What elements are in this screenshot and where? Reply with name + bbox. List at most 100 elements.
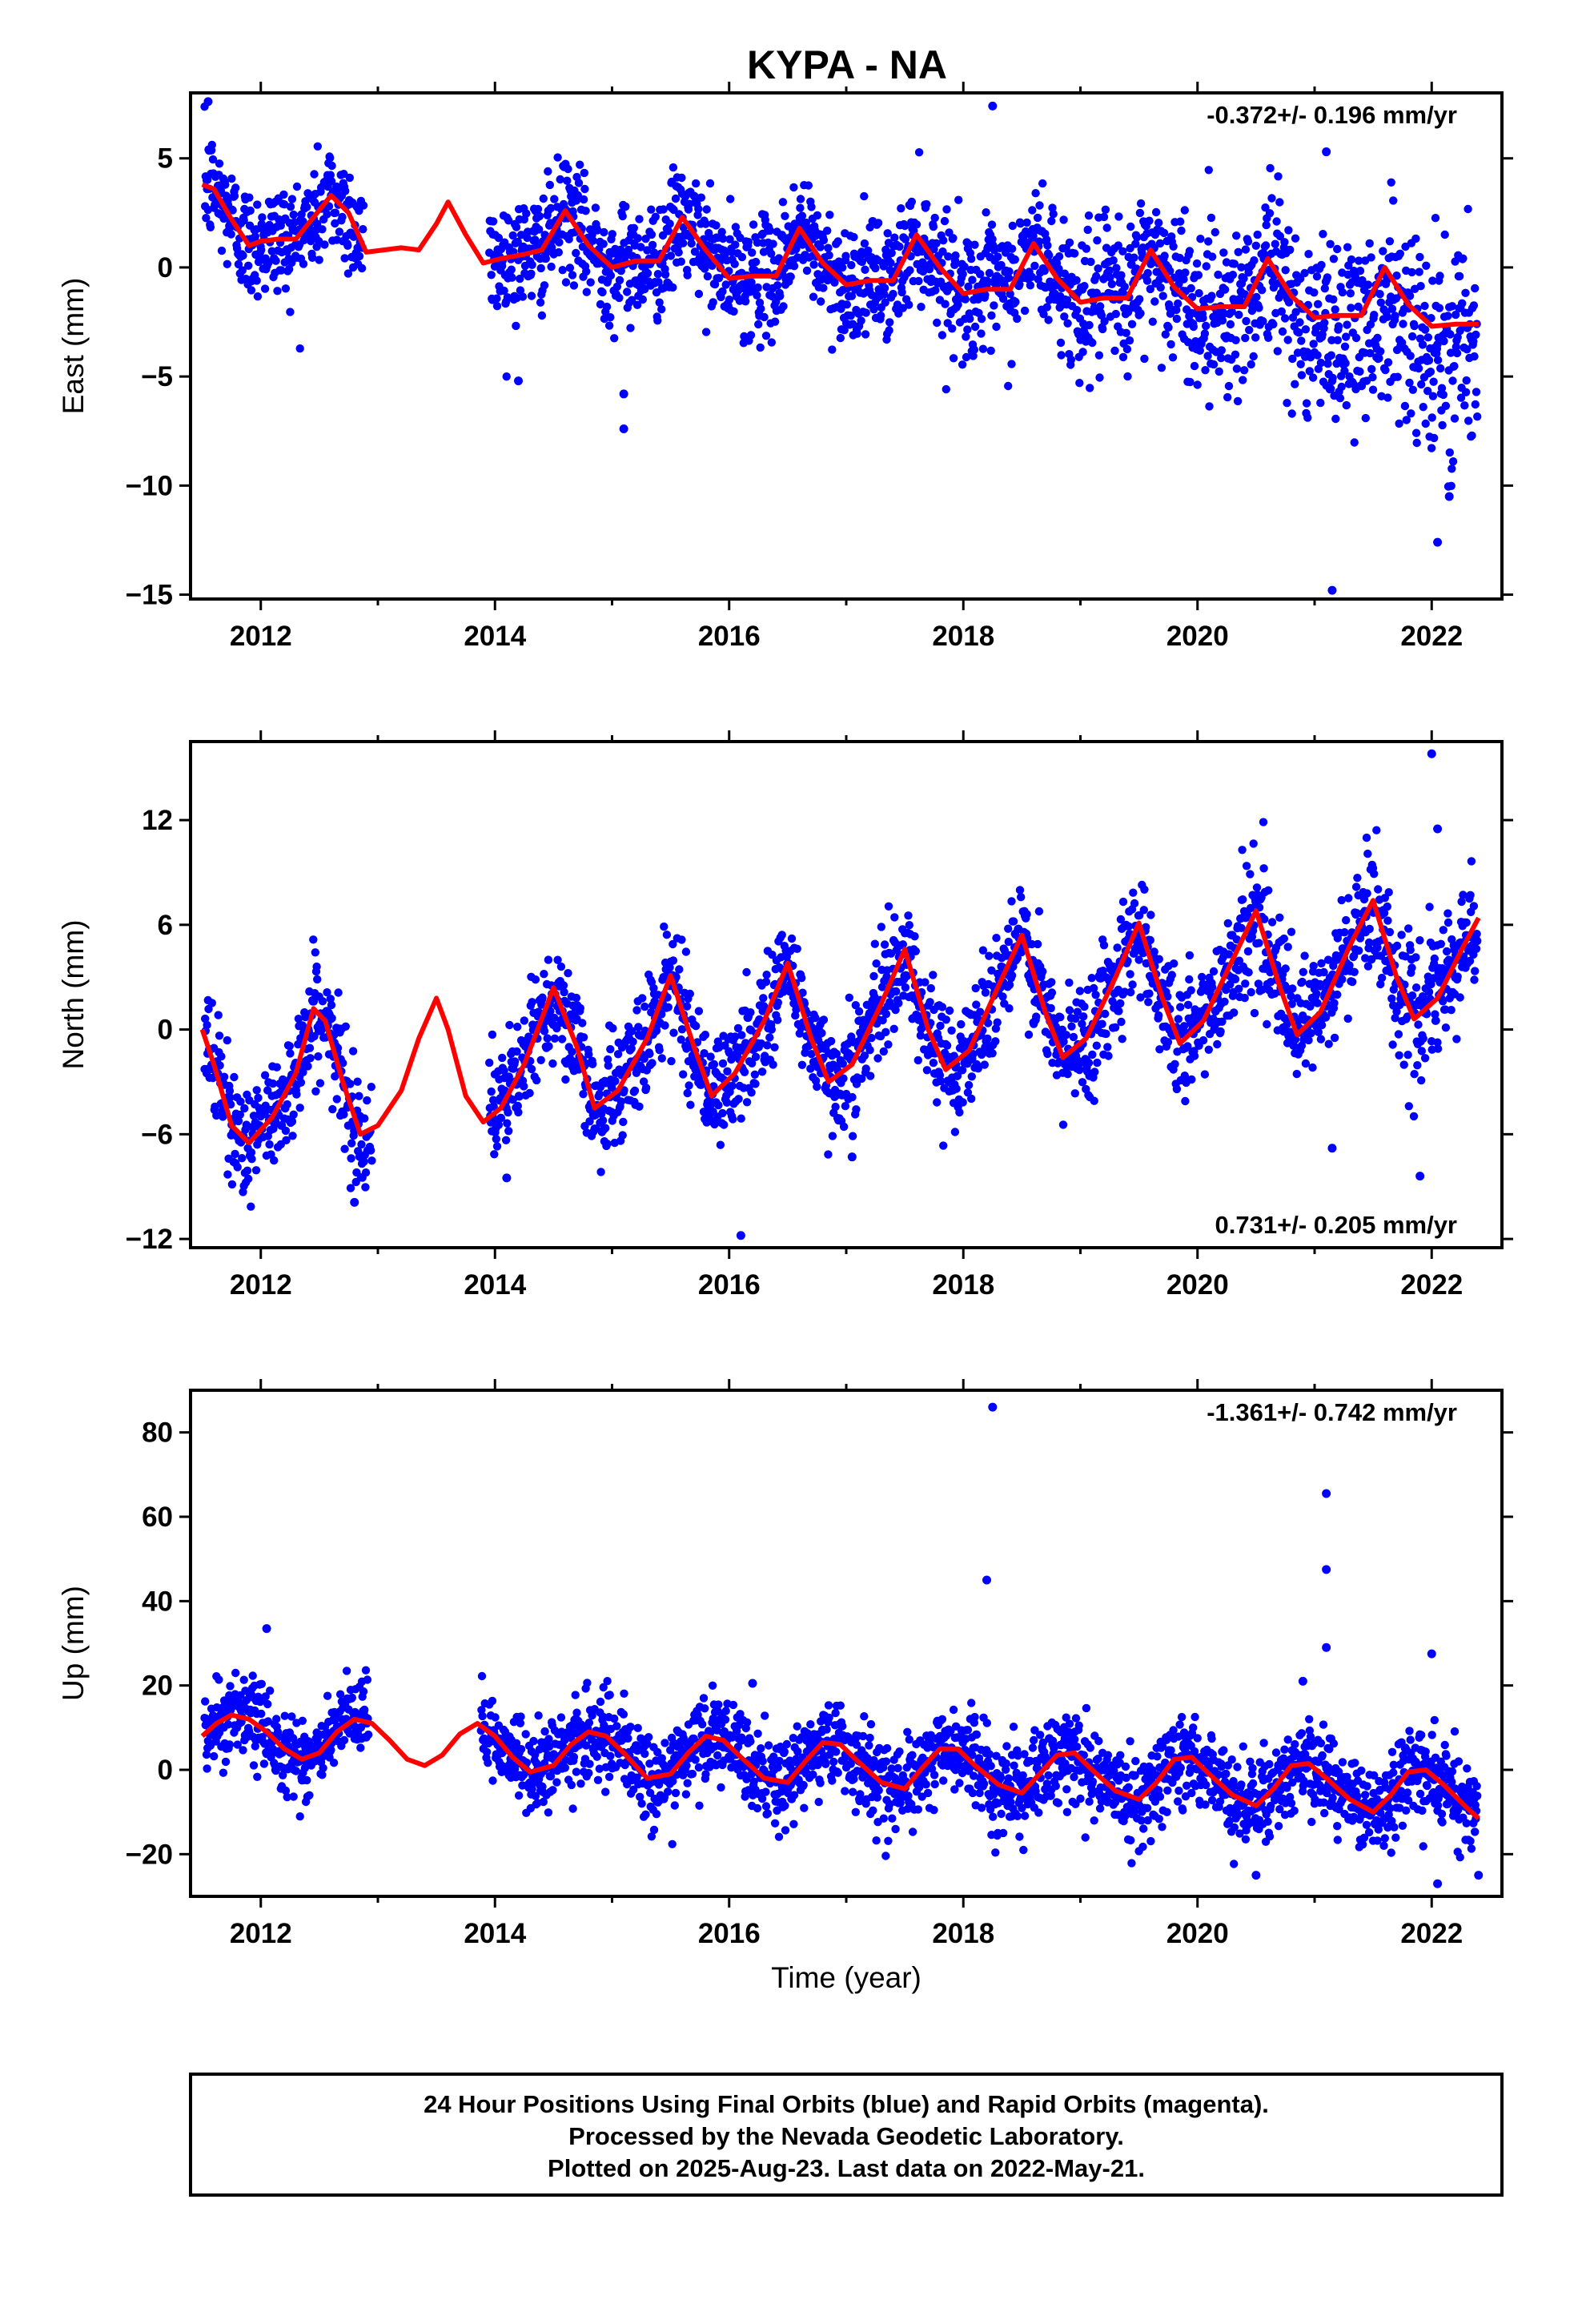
data-point [286, 203, 295, 211]
data-point [244, 261, 253, 270]
data-point [819, 283, 828, 292]
data-point [313, 975, 322, 984]
data-point [614, 252, 623, 262]
data-point [1348, 977, 1357, 987]
data-point [505, 1020, 514, 1030]
data-point [1350, 967, 1359, 977]
data-point [1007, 971, 1017, 980]
data-point [1255, 304, 1263, 312]
data-point [1168, 353, 1178, 362]
data-point [600, 227, 608, 237]
data-point [1453, 972, 1462, 981]
data-point [1117, 271, 1126, 279]
data-point [595, 1090, 604, 1099]
data-point [753, 291, 761, 300]
data-point [655, 1046, 664, 1055]
data-point [536, 263, 545, 273]
data-point [606, 271, 616, 280]
data-point [1392, 941, 1402, 951]
data-point [332, 1095, 341, 1104]
data-point [1295, 328, 1303, 337]
data-point [786, 272, 795, 281]
data-point [1342, 400, 1351, 410]
data-point [1275, 913, 1284, 923]
y-tick-label: 5 [158, 143, 173, 175]
data-point [887, 248, 896, 258]
data-point [922, 199, 931, 209]
data-point [1402, 416, 1411, 424]
data-point [1250, 256, 1259, 265]
data-point [503, 293, 512, 302]
y-tick-label: −12 [126, 1224, 173, 1255]
data-point [647, 205, 656, 214]
data-point [773, 1015, 782, 1024]
data-point [970, 345, 979, 354]
data-point [294, 1015, 303, 1023]
data-point [1215, 367, 1223, 376]
data-point [247, 1202, 255, 1211]
data-point [496, 1113, 506, 1123]
data-point [223, 259, 231, 268]
data-point [1429, 377, 1438, 386]
data-point [895, 242, 904, 251]
data-point [718, 287, 727, 296]
data-point [1291, 380, 1299, 388]
data-point [1377, 392, 1386, 400]
outlier-point [736, 1231, 745, 1240]
data-point [273, 287, 282, 296]
data-point [1428, 276, 1437, 285]
data-point [287, 195, 297, 203]
data-point [1176, 1003, 1185, 1011]
data-point [260, 284, 270, 293]
data-point [1355, 367, 1364, 376]
data-point [1300, 268, 1309, 278]
data-point [729, 1115, 737, 1124]
data-point [285, 1042, 294, 1051]
data-point [1235, 310, 1243, 320]
data-point [331, 208, 340, 217]
data-point [721, 280, 730, 289]
data-point [750, 1070, 760, 1080]
data-point [503, 1119, 512, 1128]
data-point [993, 1018, 1002, 1027]
data-point [1425, 903, 1434, 911]
data-point [901, 235, 910, 243]
data-point [343, 269, 353, 278]
data-point [1159, 228, 1169, 238]
data-point [1174, 299, 1182, 308]
data-point [328, 1104, 337, 1114]
data-point [1314, 300, 1323, 308]
data-point [226, 1682, 235, 1691]
data-point [1139, 906, 1149, 915]
data-point [1022, 218, 1031, 227]
data-point [737, 1031, 746, 1039]
data-point [1039, 310, 1048, 319]
data-point [972, 1000, 981, 1009]
data-point [508, 1096, 517, 1104]
data-point [1134, 955, 1143, 964]
data-point [1459, 254, 1468, 263]
data-point [1111, 309, 1121, 319]
data-point [1435, 271, 1444, 280]
data-point [1146, 284, 1155, 294]
data-point [1067, 1022, 1076, 1031]
data-point [861, 265, 869, 274]
data-point [910, 932, 919, 941]
data-point [215, 159, 224, 168]
data-point [1411, 234, 1420, 243]
data-point [628, 1037, 637, 1047]
data-point [538, 993, 547, 1002]
data-point [828, 1132, 837, 1140]
data-point [629, 223, 638, 232]
data-point [1296, 360, 1305, 368]
data-point [912, 220, 921, 229]
data-point [588, 236, 597, 245]
data-point [1431, 214, 1440, 223]
data-point [318, 225, 327, 234]
data-point [1404, 924, 1413, 933]
data-point [1240, 993, 1249, 1003]
data-point [1375, 290, 1384, 299]
data-point [1376, 298, 1386, 307]
data-point [1252, 883, 1262, 892]
data-point [1202, 262, 1211, 271]
